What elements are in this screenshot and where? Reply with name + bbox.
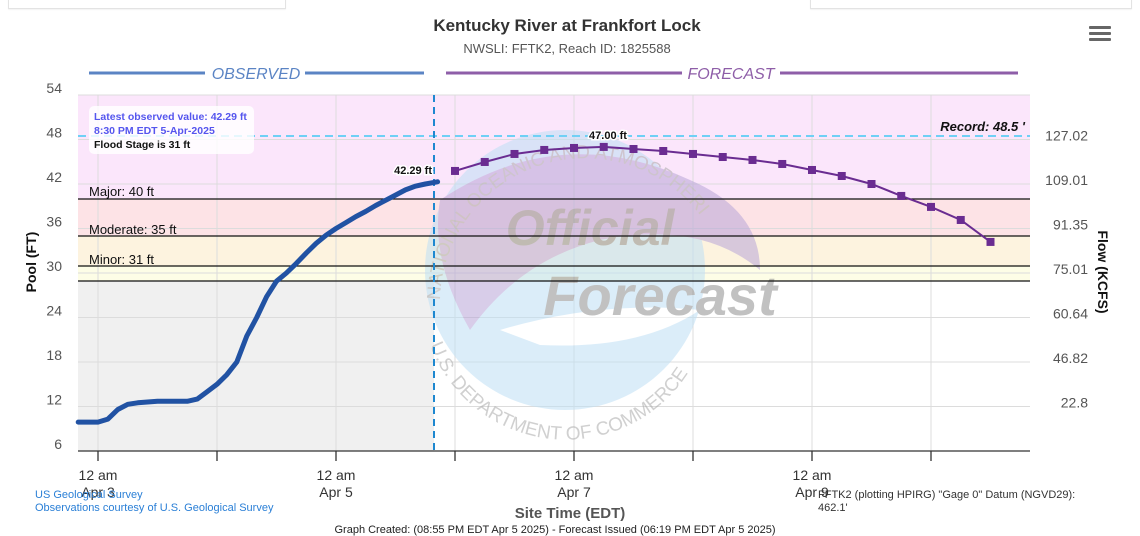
y-left-axis-title: Pool (FT) <box>23 232 39 293</box>
observed-section-header: OBSERVED <box>89 66 424 83</box>
chart-subtitle: NWSLI: FFTK2, Reach ID: 1825588 <box>463 41 671 56</box>
chart-title: Kentucky River at Frankfort Lock <box>433 16 701 35</box>
y-left-tick-label: 42 <box>46 169 62 185</box>
x-tick-label: Apr 5 <box>319 484 353 500</box>
forecast-point[interactable] <box>629 144 638 153</box>
forecast-point[interactable] <box>659 146 668 155</box>
forecast-point[interactable] <box>837 171 846 180</box>
observed-series-line <box>75 179 441 425</box>
forecast-label: FORECAST <box>687 66 775 83</box>
forecast-point[interactable] <box>748 155 757 164</box>
y-left-tick-label: 6 <box>54 436 62 452</box>
forecast-point[interactable] <box>540 145 549 154</box>
x-tick-label: 12 am <box>555 467 594 483</box>
record-label: Record: 48.5 ' <box>940 119 1026 134</box>
forecast-point[interactable] <box>778 159 787 168</box>
forecast-peak-label: 47.00 ft <box>589 130 627 142</box>
x-axis-title: Site Time (EDT) <box>514 505 626 522</box>
usgs-credit: US Geological Survey Observations courte… <box>35 489 273 515</box>
forecast-point[interactable] <box>897 191 906 200</box>
y-right-tick-label: 46.82 <box>1053 350 1088 366</box>
forecast-point[interactable] <box>986 237 995 246</box>
y-left-tick-labels: 54 48 42 36 30 24 18 12 6 <box>46 80 62 452</box>
latest-observed-tooltip: Latest observed value: 42.29 ft 8:30 PM … <box>89 106 254 154</box>
y-left-tick-label: 48 <box>46 125 62 141</box>
y-right-tick-labels: 127.02 109.01 91.35 75.01 60.64 46.82 22.8 <box>1045 128 1088 411</box>
forecast-points <box>451 142 995 246</box>
x-tick-label: 12 am <box>79 467 118 483</box>
x-tick-label: 12 am <box>317 467 356 483</box>
y-right-tick-label: 22.8 <box>1061 395 1088 411</box>
tooltip-latest-value: Latest observed value: 42.29 ft <box>94 111 247 123</box>
x-tick-label: Apr 9 <box>795 484 829 500</box>
forecast-point[interactable] <box>570 143 578 152</box>
top-left-panel-edge <box>8 0 286 9</box>
graph-created-note: Graph Created: (08:55 PM EDT Apr 5 2025)… <box>334 524 776 536</box>
y-left-tick-label: 12 <box>46 392 62 408</box>
forecast-point[interactable] <box>451 166 459 175</box>
x-tick-label: Apr 7 <box>557 484 591 500</box>
y-left-tick-label: 24 <box>46 303 62 319</box>
x-tick-label: 12 am <box>793 467 832 483</box>
watermark-forecast: Forecast <box>543 264 779 327</box>
hamburger-menu-icon[interactable] <box>1089 26 1111 44</box>
forecast-point[interactable] <box>927 202 935 211</box>
forecast-point[interactable] <box>510 149 519 158</box>
y-right-tick-label: 109.01 <box>1045 172 1088 188</box>
y-left-tick-label: 36 <box>46 214 62 230</box>
y-right-tick-label: 60.64 <box>1053 306 1088 322</box>
forecast-point[interactable] <box>599 142 608 151</box>
usgs-link[interactable]: US Geological Survey <box>35 489 143 501</box>
forecast-point[interactable] <box>867 180 876 188</box>
tooltip-latest-time: 8:30 PM EDT 5-Apr-2025 <box>94 125 215 137</box>
y-left-tick-label: 54 <box>46 80 62 96</box>
y-left-tick-label: 18 <box>46 347 62 363</box>
datum-note: FFTK2 (plotting HPIRG) "Gage 0" Datum (N… <box>818 489 1076 514</box>
top-right-panel-edge <box>810 0 1132 9</box>
y-right-tick-label: 127.02 <box>1045 128 1088 144</box>
observed-label: OBSERVED <box>212 66 301 83</box>
tooltip-flood-stage: Flood Stage is 31 ft <box>94 139 191 151</box>
usgs-observations-link[interactable]: Observations courtesy of U.S. Geological… <box>35 502 274 514</box>
y-right-tick-label: 75.01 <box>1053 261 1088 277</box>
forecast-point[interactable] <box>808 165 816 174</box>
forecast-point[interactable] <box>689 149 697 158</box>
watermark-official: Official <box>506 200 676 256</box>
y-right-axis-title: Flow (KCFS) <box>1095 230 1111 313</box>
y-right-tick-label: 91.35 <box>1053 217 1088 233</box>
forecast-point[interactable] <box>718 153 727 162</box>
latest-observed-label: 42.29 ft <box>394 165 432 177</box>
x-tick-label: Apr 3 <box>81 484 115 500</box>
minor-stage-label: Minor: 31 ft <box>89 252 154 267</box>
y-left-tick-label: 30 <box>46 258 62 274</box>
forecast-section-header: FORECAST <box>446 66 1018 83</box>
forecast-point[interactable] <box>956 215 965 224</box>
moderate-stage-label: Moderate: 35 ft <box>89 222 177 237</box>
forecast-point[interactable] <box>480 157 489 166</box>
major-stage-label: Major: 40 ft <box>89 184 154 199</box>
